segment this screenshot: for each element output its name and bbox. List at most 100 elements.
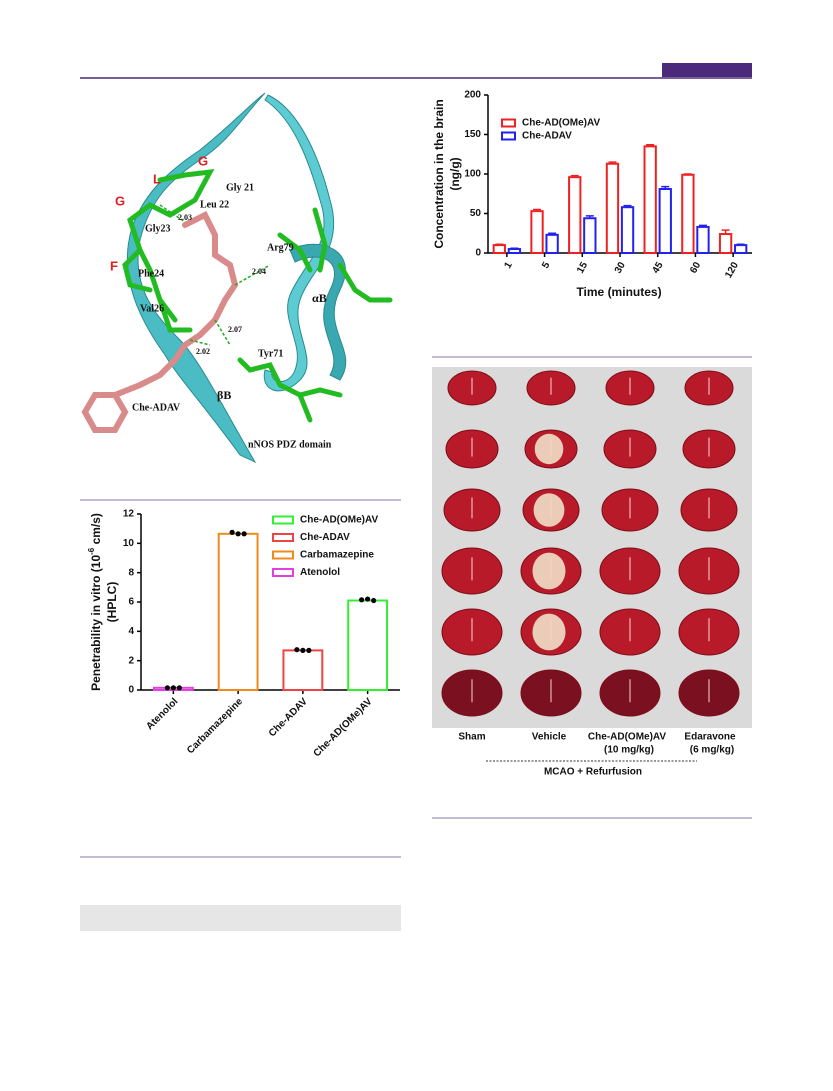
infarct [532,552,566,590]
bar [530,210,544,255]
residue-label: Arg79 [267,242,294,253]
helix [289,243,347,381]
x-tick-label: Carbamazepine [185,696,245,756]
data-point [306,647,312,654]
distance-label: 2.03 [178,213,192,222]
data-point [170,685,176,691]
error-bar [548,232,557,235]
data-point [176,685,182,691]
ribbon [263,94,335,392]
y-label-superscript: -6 [87,547,96,555]
y-tick-label: 200 [464,90,481,101]
data-point [164,685,170,691]
residue-label: Gly 21 [226,182,254,193]
x-tick-label: 1 [502,260,515,271]
error-bar [495,243,504,246]
residue-label: Gly23 [145,223,171,234]
residue-label: Leu 22 [200,199,229,210]
legend-label: Che-AD(OMe)AV [522,118,600,129]
legend-swatch [272,515,294,525]
infarct [534,433,564,465]
legend-swatch [501,131,516,141]
residue-label: Phe24 [138,268,164,279]
y-label-suffix: cm/s) [89,513,103,548]
legend-swatch [272,533,294,542]
x-tick-label: Che-AD(OMe)AV [312,696,375,759]
legend-swatch [501,118,516,128]
helix-label: αB [312,291,327,305]
h-bonds [159,204,271,346]
header-block [662,63,752,77]
error-bar [721,229,730,235]
legend-swatch [272,568,294,577]
residue-label: Tyr71 [258,348,283,359]
legend-label: Che-AD(OMe)AV [300,515,378,526]
bar [507,248,522,255]
condition-label: MCAO + Refurfusion [544,767,642,778]
y-tick-label: 150 [464,129,481,140]
data-point [371,597,377,604]
infarct [533,493,565,527]
data-point [294,647,300,653]
brain-slices [441,370,740,717]
y-tick-label: 100 [464,169,481,180]
infarct [532,613,566,651]
bar [282,649,324,692]
error-bar [623,204,632,208]
y-tick-label: 2 [128,655,134,666]
data-point [359,597,365,603]
data-point [229,529,235,535]
x-tick-label: 30 [613,260,628,276]
distance-label: 2.02 [196,347,210,356]
y-tick-label: 10 [123,538,135,549]
error-bar [533,208,542,212]
molecule-figure: G L G F Gly 21 Leu 22 Gly23 Phe24 Val26 … [81,92,393,464]
error-bar [646,144,655,147]
residue-letter: L [153,171,161,186]
bar [734,244,748,255]
residue-sticks [122,168,393,423]
x-axis-label: Time (minutes) [576,285,661,299]
strand-label: βB [217,388,231,402]
data-point [241,531,247,537]
residue-letter: F [110,258,118,273]
error-bar [736,243,745,246]
residue-letter: G [198,153,208,168]
distance-label: 2.04 [252,267,266,276]
legend-label: Carbamazepine [300,550,374,561]
bar [718,233,733,254]
bar [217,532,259,691]
data-point [235,531,241,537]
group-label: Vehicle [532,732,567,743]
group-label: Edaravone [684,732,736,743]
legend-label: Atenolol [300,567,340,578]
ligand-label: Che-ADAV [132,402,181,413]
error-bar [661,185,670,190]
error-bar [683,173,692,175]
y-tick-label: 4 [128,626,134,637]
bar [568,176,582,254]
y-tick-label: 8 [128,567,134,578]
legend-swatch [272,550,294,560]
y-label-text: Penetrability in vitro (10 [89,555,103,691]
error-bar [585,215,594,219]
bar [681,173,695,254]
bar [658,188,672,254]
bar [605,162,620,254]
ligand-sticks [81,210,239,433]
y-axis-label: (ng/g) [448,157,462,190]
x-tick-label: 15 [575,260,590,276]
residue-label: Val26 [140,303,164,314]
group-label: (10 mg/kg) [604,745,654,756]
data-point [365,596,371,602]
bar [696,225,710,254]
bar [620,206,635,254]
bar [583,217,597,255]
x-tick-label: 120 [723,260,741,280]
bar [545,233,559,255]
legend-label: Che-ADAV [300,532,350,543]
x-tick-label: 45 [651,260,666,276]
bar [347,599,389,691]
y-tick-label: 12 [123,509,135,520]
